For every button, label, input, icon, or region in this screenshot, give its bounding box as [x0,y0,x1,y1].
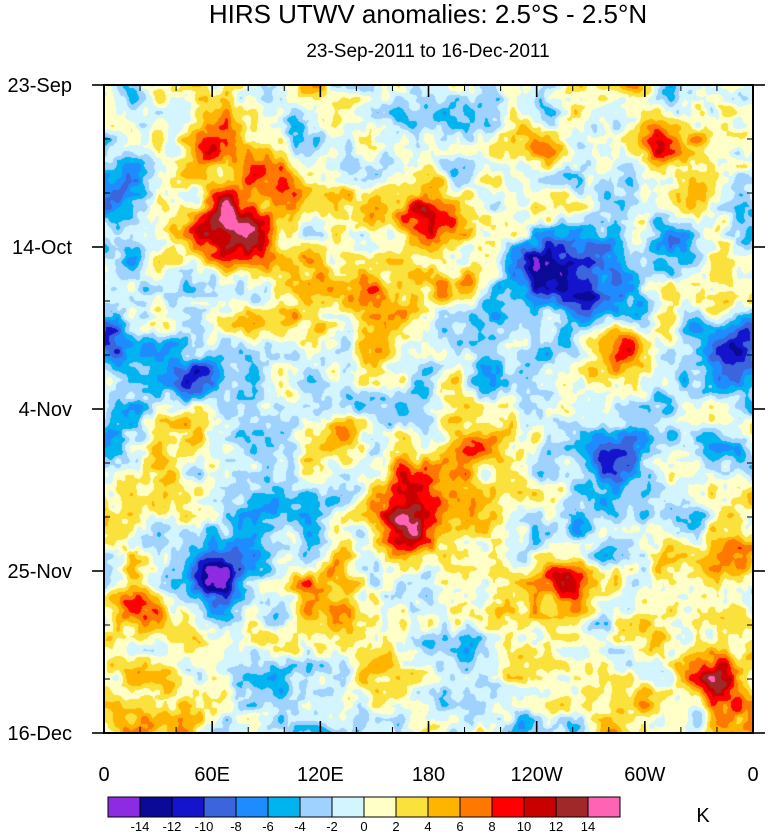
colorbar-box [267,796,301,818]
colorbar-box [491,796,525,818]
y-axis-tick-labels: 23-Sep 14-Oct 4-Nov 25-Nov 16-Dec [8,75,73,745]
colorbar-level-label: 12 [549,819,563,834]
colorbar-level-label: 6 [456,819,463,834]
colorbar-level-label: 4 [424,819,431,834]
colorbar-box [139,796,173,818]
x-axis-tick-labels: 0 60E 120E 180 120W 60W 0 [98,764,758,786]
colorbar-level-label: -4 [294,819,306,834]
x-tick-label: 60E [194,764,230,786]
anomaly-heatmap [104,85,753,733]
axis-ticks [92,84,765,734]
colorbar-level-label: -2 [326,819,338,834]
colorbar-boxes [107,796,621,818]
heatmap-container [104,85,753,733]
colorbar-box [203,796,237,818]
colorbar-level-label: 0 [360,819,367,834]
colorbar-box [427,796,461,818]
x-tick-label: 180 [412,764,445,786]
y-tick-label: 14-Oct [12,237,72,259]
colorbar-level-label: 14 [581,819,595,834]
chart-subtitle: 23-Sep-2011 to 16-Dec-2011 [306,41,549,62]
x-tick-label: 0 [747,764,758,786]
colorbar-box [107,796,141,818]
colorbar: -14 -12 -10 -8 -6 -4 -2 0 2 4 6 8 10 12 14 K [107,796,710,834]
colorbar-level-label: -8 [230,819,242,834]
colorbar-level-label: 10 [517,819,531,834]
y-tick-label: 4-Nov [19,399,72,421]
x-tick-label: 120W [511,764,563,786]
colorbar-box [523,796,557,818]
x-tick-label: 0 [98,764,109,786]
colorbar-unit-label: K [696,805,710,827]
colorbar-labels: -14 -12 -10 -8 -6 -4 -2 0 2 4 6 8 10 12 14 [131,819,596,834]
colorbar-level-label: -12 [163,819,182,834]
colorbar-level-label: -10 [195,819,214,834]
colorbar-box [459,796,493,818]
x-tick-label: 60W [624,764,665,786]
x-tick-label: 120E [297,764,344,786]
y-tick-label: 16-Dec [8,723,72,745]
colorbar-box [363,796,397,818]
colorbar-box [171,796,205,818]
colorbar-box [331,796,365,818]
y-tick-label: 23-Sep [8,75,73,97]
colorbar-level-label: -6 [262,819,274,834]
colorbar-box [299,796,333,818]
y-tick-label: 25-Nov [8,561,72,583]
colorbar-box [555,796,589,818]
colorbar-box [235,796,269,818]
plot-area [92,84,765,734]
colorbar-box [395,796,429,818]
chart-title: HIRS UTWV anomalies: 2.5°S - 2.5°N [209,0,647,29]
colorbar-box [587,796,621,818]
colorbar-level-label: 8 [488,819,495,834]
colorbar-level-label: -14 [131,819,150,834]
colorbar-level-label: 2 [392,819,399,834]
